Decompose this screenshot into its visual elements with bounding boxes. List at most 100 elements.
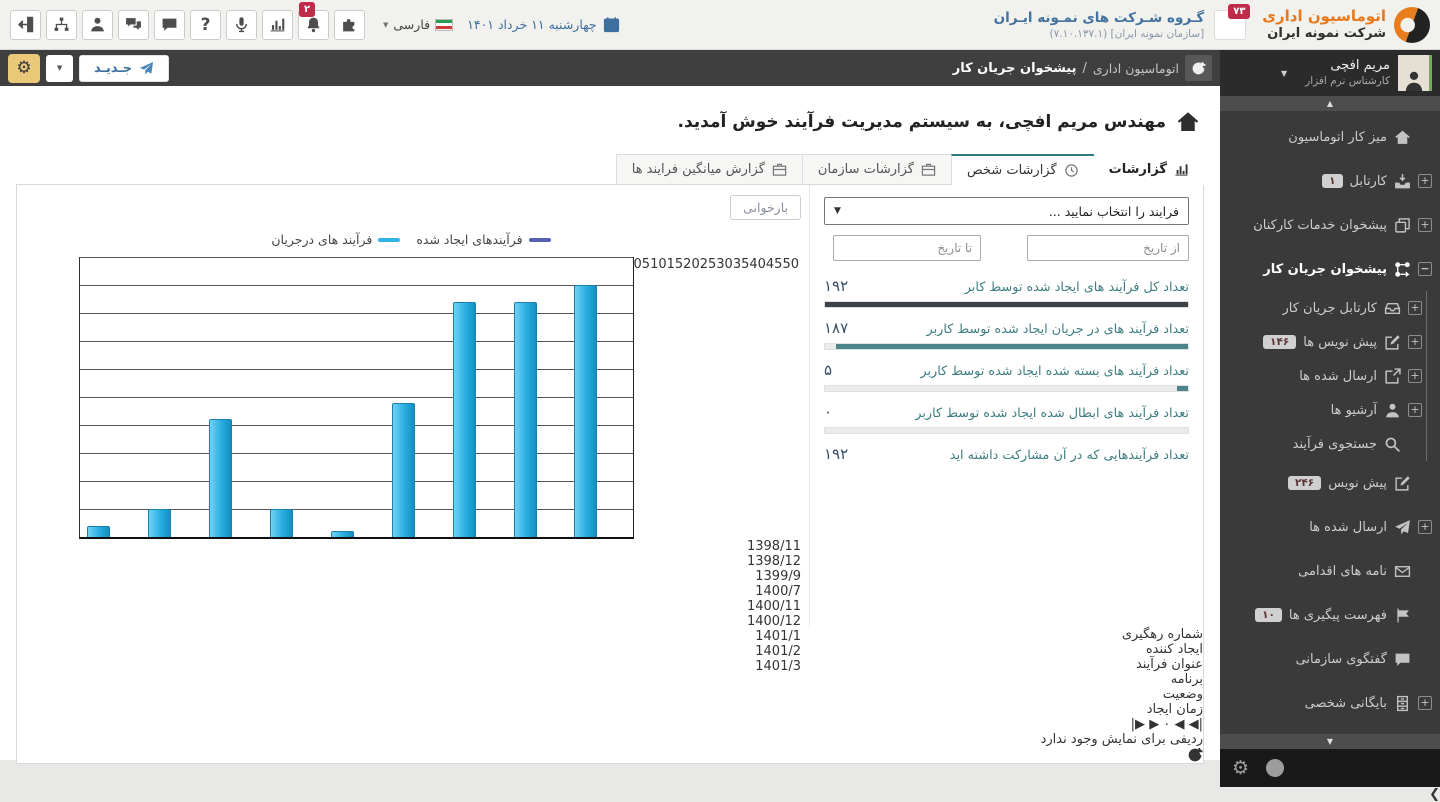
notifications-badge: ۲	[299, 1, 316, 17]
sidebar-scroll-down[interactable]: ▼	[1220, 734, 1440, 749]
plugins-button[interactable]	[334, 9, 365, 40]
expand-toggle[interactable]: +	[1408, 335, 1422, 349]
sidebar-item[interactable]: +نامه های اقدامی	[1220, 549, 1440, 593]
sidebar-item[interactable]: + پیشخوان خدمات کارکنان	[1220, 203, 1440, 247]
workspace-settings-button[interactable]: ⚙	[8, 53, 40, 83]
to-date-input[interactable]	[833, 235, 981, 261]
chart-bar-created	[602, 285, 625, 537]
welcome-message: مهندس مریم افچی، به سیستم مدیریت فرآیند …	[16, 86, 1204, 154]
header-toolbar: ۲ ?	[10, 1, 365, 40]
chevron-down-icon: ▼	[383, 20, 389, 29]
expand-toggle[interactable]: +	[1408, 369, 1422, 383]
expand-toggle[interactable]: −	[1418, 262, 1432, 276]
new-dropdown-button[interactable]: ▼	[46, 54, 73, 82]
chat-icon	[1395, 653, 1410, 666]
chart-bar-group	[513, 257, 565, 537]
chart-bar-inprogress	[574, 285, 598, 537]
sidebar-item-label: پیش نویس	[1328, 475, 1387, 491]
sidebar-item[interactable]: + کارتابل ۱	[1220, 159, 1440, 203]
home-icon	[1177, 112, 1199, 131]
chart-y-tick-label: 25	[699, 257, 717, 272]
prev-page-button[interactable]: ◀	[1174, 717, 1185, 732]
sidebar-item[interactable]: − پیشخوان جریان کار	[1220, 247, 1440, 291]
refresh-grid-icon[interactable]	[1187, 747, 1203, 763]
sidebar-item[interactable]: + کارتابل جریان کار	[1220, 291, 1426, 325]
microphone-button[interactable]	[226, 9, 257, 40]
sidebar-item[interactable]: + ارسال شده ها	[1220, 505, 1440, 549]
chart-plot-groups	[80, 257, 633, 537]
refresh-page-button[interactable]	[1185, 55, 1212, 81]
chat-button[interactable]	[154, 9, 185, 40]
expand-toggle[interactable]: +	[1408, 301, 1422, 315]
table-column-header[interactable]: زمان ایجاد	[1146, 702, 1203, 717]
reload-button[interactable]: بازخوانی	[730, 195, 801, 220]
tab-item[interactable]: گزارشات سازمان	[801, 154, 951, 184]
expand-toggle[interactable]: +	[1408, 403, 1422, 417]
expand-toggle[interactable]: +	[1418, 520, 1432, 534]
statistics-button[interactable]	[262, 9, 293, 40]
sidebar-item[interactable]: + پیش نویس ها ۱۴۶	[1220, 325, 1426, 359]
sidebar-item-label: پیشخوان خدمات کارکنان	[1253, 217, 1387, 233]
expand-toggle[interactable]: +	[1418, 696, 1432, 710]
stat-progress-track	[824, 343, 1189, 350]
new-button[interactable]: جـدیـد	[79, 54, 170, 82]
person-icon	[91, 17, 104, 32]
settings-gear-icon[interactable]: ⚙	[1232, 757, 1250, 779]
expand-toggle[interactable]: +	[1418, 174, 1432, 188]
legend-item[interactable]: فرآیند های درجریان	[271, 232, 401, 247]
stat-value: ۰	[824, 403, 833, 421]
sidebar-item[interactable]: +میز کار اتوماسیون	[1220, 115, 1440, 159]
tab-active[interactable]: گزارشات شخص	[950, 154, 1094, 185]
org-chart-button[interactable]	[46, 9, 77, 40]
sidebar-item[interactable]: +گفتگوی سازمانی	[1220, 637, 1440, 681]
chart-y-tick-label: 45	[765, 257, 783, 272]
tab-item[interactable]: گزارش میانگین فرایند ها	[615, 154, 802, 184]
next-page-button[interactable]: ▶	[1149, 717, 1160, 732]
from-date-input[interactable]	[1027, 235, 1189, 261]
table-column-header[interactable]: ایجاد کننده	[1145, 642, 1203, 657]
table-column-header[interactable]: شماره رهگیری	[1121, 627, 1203, 642]
panel-collapse-handle[interactable]: ❯	[0, 787, 1440, 802]
expand-toggle[interactable]: +	[1418, 218, 1432, 232]
chevron-down-icon[interactable]: ▼	[1280, 68, 1288, 78]
breadcrumb-page: پیشخوان جریان کار	[952, 60, 1077, 76]
calendar-icon	[603, 17, 619, 33]
organization-button[interactable]: ۷۳	[1214, 3, 1251, 40]
table-column-header[interactable]: وضعیت	[1162, 687, 1203, 702]
stat-progress-fill	[825, 302, 1188, 307]
chart-x-tick-label: 1400/7	[755, 584, 801, 599]
table-column-header[interactable]: عنوان فرآیند	[1135, 657, 1203, 672]
chart-bar-inprogress	[330, 531, 354, 537]
sidebar-item[interactable]: + آرشیو ها	[1220, 393, 1426, 427]
user-area[interactable]: مریم افچی کارشناس نرم افزار ▼	[1220, 50, 1440, 96]
chart-bar-group	[269, 257, 321, 537]
tab-label: گزارشات سازمان	[817, 162, 914, 177]
sidebar-scroll-up[interactable]: ▲	[1220, 96, 1440, 111]
user-button[interactable]	[82, 9, 113, 40]
group-chat-button[interactable]	[118, 9, 149, 40]
language-selector[interactable]: فارسی ▼	[383, 17, 454, 32]
main-panel: مهندس مریم افچی، به سیستم مدیریت فرآیند …	[0, 86, 1220, 764]
help-button[interactable]: ?	[190, 9, 221, 40]
arrow-circle-icon[interactable]	[1265, 758, 1285, 778]
table-column-header[interactable]: برنامه	[1170, 672, 1203, 687]
last-page-button[interactable]: ▶|	[1130, 717, 1146, 732]
legend-swatch	[528, 237, 551, 242]
logout-button[interactable]	[10, 9, 41, 40]
process-select[interactable]: فرایند را انتخاب نمایید ... ▼	[824, 197, 1189, 225]
sidebar-item[interactable]: +جستجوی فرآیند	[1220, 427, 1426, 461]
breadcrumb-app[interactable]: اتوماسیون اداری	[1092, 60, 1179, 76]
sidebar-item[interactable]: + بایگانی شخصی	[1220, 681, 1440, 725]
services-icon	[1395, 217, 1410, 233]
sidebar-item[interactable]: + ارسال شده ها	[1220, 359, 1426, 393]
stats-list: تعداد کل فرآیند های ایجاد شده توسط کابر ۱…	[824, 277, 1189, 463]
new-button-label: جـدیـد	[94, 60, 133, 76]
legend-item[interactable]: فرآیندهای ایجاد شده	[416, 232, 551, 247]
chats-icon	[126, 18, 141, 30]
first-page-button[interactable]: |◀	[1188, 717, 1203, 732]
notifications-button[interactable]: ۲	[298, 1, 329, 40]
chart-bar-group	[147, 257, 199, 537]
